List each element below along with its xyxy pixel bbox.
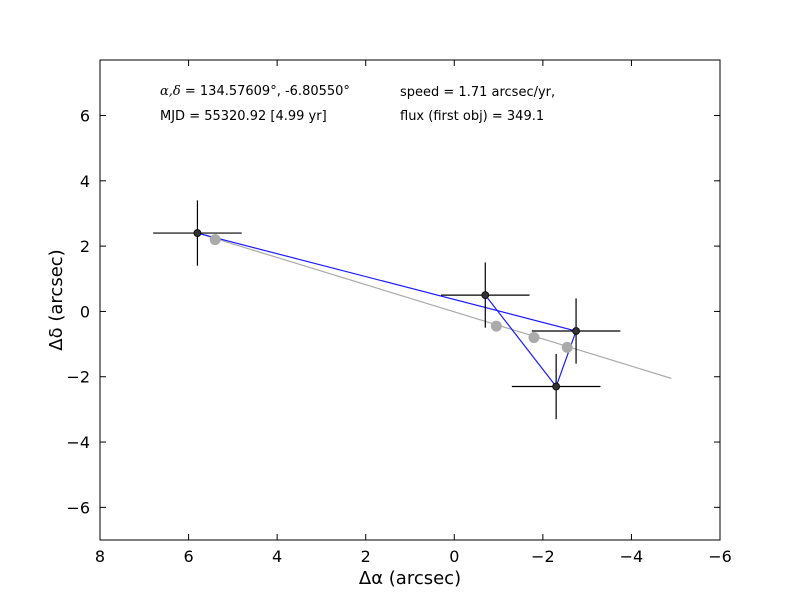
x-axis-label: Δα (arcsec) (359, 568, 461, 589)
y-axis-label: Δδ (arcsec) (46, 249, 67, 350)
y-tick-label: 4 (80, 172, 90, 191)
annotation-coordinates: α,δ = 134.57609°, -6.80550° (160, 84, 350, 99)
observed-point (572, 327, 580, 335)
model-point (209, 234, 221, 246)
y-tick-label: 0 (80, 302, 90, 321)
x-tick-label: 4 (272, 547, 282, 566)
plot-frame (99, 59, 721, 541)
model-point (528, 332, 540, 344)
model-fit-line (197, 232, 672, 379)
observed-point (552, 382, 561, 391)
x-tick-label: −4 (620, 547, 644, 566)
annotation-coordinates-symbol: α,δ (160, 84, 181, 99)
y-tick-label: −6 (66, 498, 90, 517)
x-tick-label: 8 (95, 547, 105, 566)
y-tick-label: 6 (80, 107, 90, 126)
x-tick-label: 0 (449, 547, 459, 566)
model-point (490, 320, 502, 332)
y-tick-label: 2 (80, 237, 90, 256)
annotation-mjd: MJD = 55320.92 [4.99 yr] (160, 109, 327, 124)
annotation-flux: flux (first obj) = 349.1 (400, 109, 544, 124)
x-tick-label: −6 (708, 547, 732, 566)
annotation-speed: speed = 1.71 arcsec/yr, (400, 85, 555, 100)
observed-path-line (197, 232, 577, 388)
x-tick-label: −2 (531, 547, 555, 566)
series-layer (153, 200, 672, 420)
axis-ticks (99, 60, 721, 540)
x-tick-label: 2 (361, 547, 371, 566)
observed-point (481, 291, 490, 300)
y-tick-label: −2 (66, 368, 90, 387)
axis-tick-labels: 8 6 4 2 0 −2 −4 −6 6 4 2 0 −2 −4 −6 (66, 107, 731, 566)
annotation-coordinates-value: = 134.57609°, -6.80550° (181, 84, 350, 99)
model-point (561, 341, 573, 353)
observed-point (193, 229, 202, 237)
plot-background (100, 60, 720, 540)
y-tick-label: −4 (66, 433, 90, 452)
x-tick-label: 6 (183, 547, 193, 566)
